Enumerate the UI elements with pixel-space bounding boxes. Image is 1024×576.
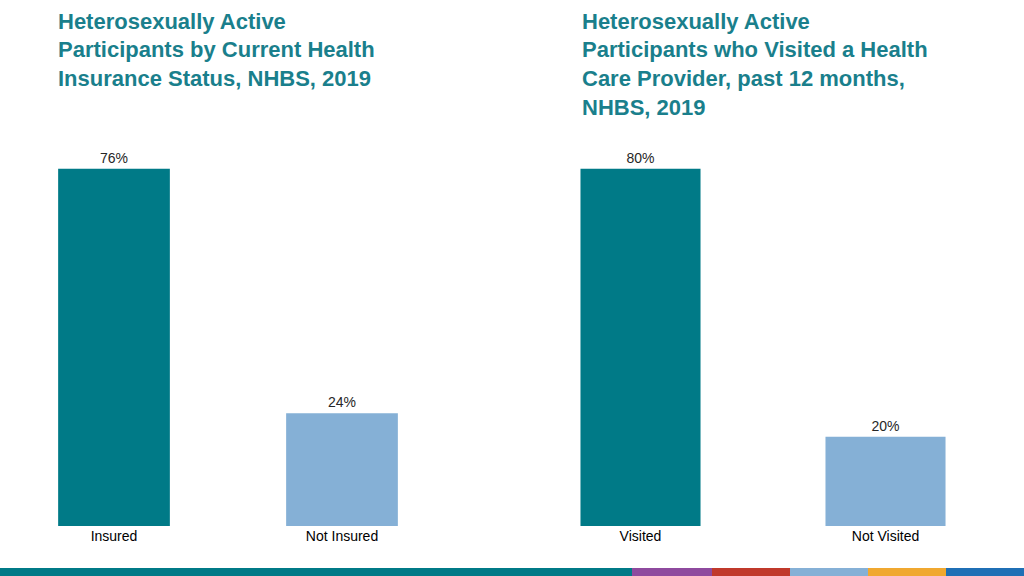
svg-text:76%: 76% [100,150,128,166]
svg-text:Not Visited: Not Visited [852,528,919,544]
svg-text:Visited: Visited [620,528,662,544]
svg-text:Heterosexually ActiveParticipa: Heterosexually ActiveParticipants by Cur… [58,9,375,91]
svg-text:80%: 80% [626,150,654,166]
svg-text:20%: 20% [871,418,899,434]
svg-text:Insured: Insured [91,528,138,544]
svg-text:Not Insured: Not Insured [306,528,378,544]
svg-text:Heterosexually ActiveParticipa: Heterosexually ActiveParticipants who Vi… [582,9,928,120]
svg-text:24%: 24% [328,394,356,410]
